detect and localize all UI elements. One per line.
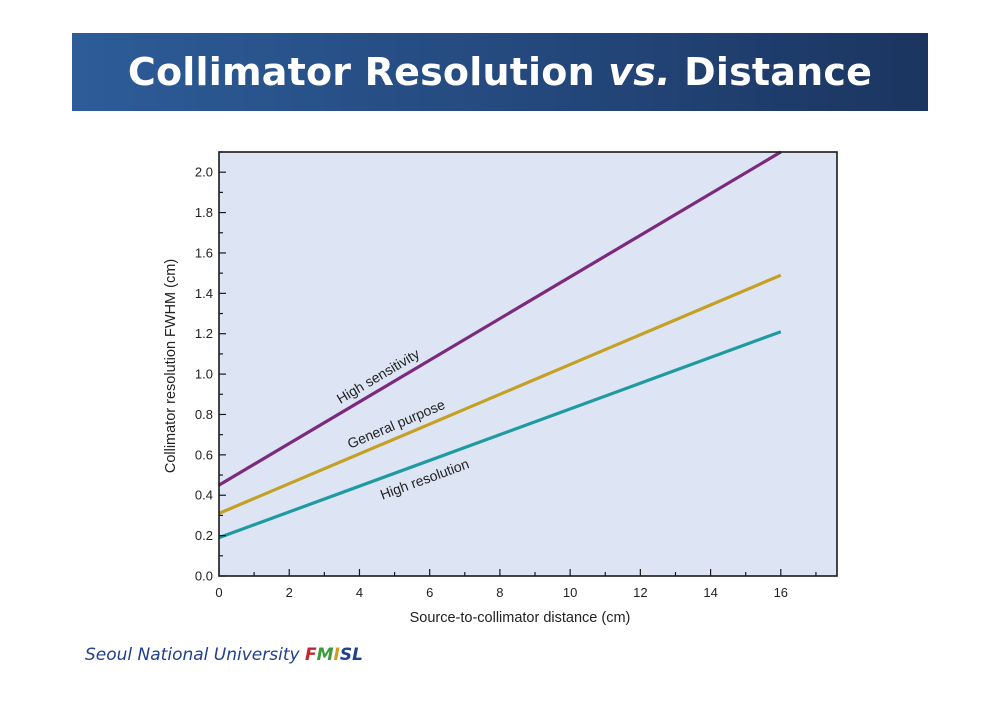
y-tick-label: 0.2 bbox=[195, 528, 213, 543]
title-banner: Collimator Resolution vs. Distance bbox=[72, 33, 928, 111]
x-axis-label: Source-to-collimator distance (cm) bbox=[410, 610, 631, 626]
x-tick-label: 12 bbox=[633, 585, 647, 600]
y-tick-label: 1.2 bbox=[195, 326, 213, 341]
brand-letter-0: F bbox=[304, 645, 317, 665]
title-text-2: Distance bbox=[670, 50, 873, 94]
x-tick-label: 14 bbox=[703, 585, 717, 600]
x-tick-label: 16 bbox=[774, 585, 788, 600]
y-tick-label: 1.6 bbox=[195, 245, 213, 260]
y-tick-label: 0.4 bbox=[195, 488, 213, 503]
plot-area bbox=[219, 152, 837, 576]
brand-letter-4: L bbox=[352, 645, 363, 665]
y-tick-label: 1.0 bbox=[195, 367, 213, 382]
slide-title: Collimator Resolution vs. Distance bbox=[128, 50, 872, 94]
y-tick-label: 1.4 bbox=[195, 286, 213, 301]
brand-letter-3: S bbox=[339, 645, 353, 665]
y-tick-label: 2.0 bbox=[195, 165, 213, 180]
footer-text: Seoul National University bbox=[85, 645, 305, 665]
x-tick-label: 2 bbox=[286, 585, 293, 600]
x-tick-label: 8 bbox=[496, 585, 503, 600]
fmisl-brand: FMISL bbox=[305, 645, 363, 665]
x-tick-label: 6 bbox=[426, 585, 433, 600]
series-line-0 bbox=[218, 150, 782, 487]
y-axis-label: Collimator resolution FWHM (cm) bbox=[163, 259, 179, 473]
title-text-1: Collimator Resolution bbox=[127, 50, 609, 94]
ticks-layer: 0 2 4 6 8 10 12 14 16 0.0 0.2 0.4 0.6 0.8 1.0 1.2 1.4 1.6… bbox=[195, 151, 817, 600]
series-line-1 bbox=[218, 273, 782, 515]
y-tick-label: 1.8 bbox=[195, 205, 213, 220]
brand-letter-1: M bbox=[316, 645, 334, 665]
title-text-italic: vs. bbox=[608, 50, 671, 94]
y-tick-label: 0.0 bbox=[195, 569, 213, 584]
plot-frame bbox=[218, 151, 838, 577]
series-line-2 bbox=[218, 330, 782, 540]
x-tick-label: 10 bbox=[563, 585, 577, 600]
x-tick-label: 0 bbox=[215, 585, 222, 600]
footer: Seoul National University FMISL bbox=[85, 645, 363, 665]
brand-letter-2: I bbox=[333, 645, 340, 665]
y-tick-label: 0.8 bbox=[195, 407, 213, 422]
x-tick-label: 4 bbox=[356, 585, 363, 600]
y-tick-label: 0.6 bbox=[195, 447, 213, 462]
